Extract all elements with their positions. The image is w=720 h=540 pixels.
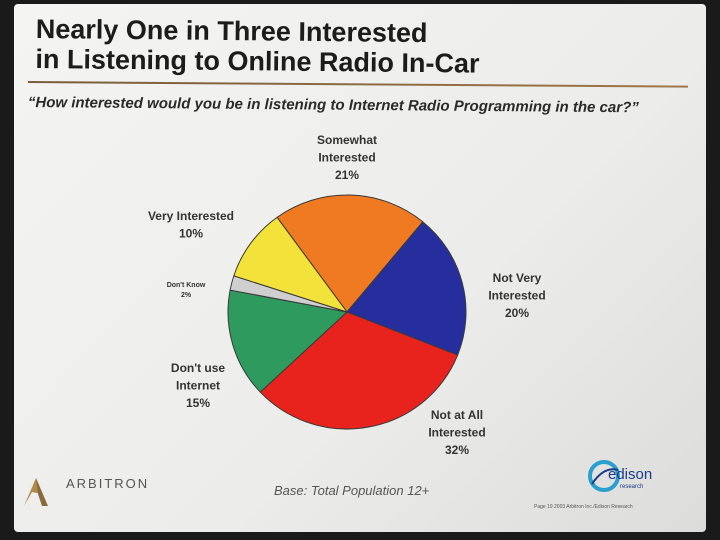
pie-slice-don-t-use-internet xyxy=(227,289,349,393)
pie-slice-very-interested xyxy=(233,216,349,313)
slice-label-don-t-use-internet: Don't use Internet 15% xyxy=(171,361,226,410)
pie-slice-somewhat-interested xyxy=(276,194,424,313)
pie-slice-not-very-interested xyxy=(346,221,467,356)
slice-label-very-interested: Very Interested 10% xyxy=(148,209,234,240)
slice-label-don-t-know: Don't Know 2% xyxy=(167,282,206,299)
slice-label-not-at-all-interested: Not at All Interested 32% xyxy=(428,408,485,457)
pie-chart: Somewhat Interested 21% Not Very Interested 2… xyxy=(148,133,546,457)
base-note: Base: Total Population 12+ xyxy=(274,483,430,498)
slice-label-not-very-interested: Not Very Interested 20% xyxy=(488,271,545,320)
slice-label-somewhat-interested: Somewhat Interested 21% xyxy=(317,133,377,182)
edison-subtitle: research xyxy=(620,484,644,490)
page-footer-note: Page 19 2003 Arbitron Inc./Edison Resear… xyxy=(534,504,633,510)
arbitron-wordmark: ARBITRON xyxy=(66,476,150,491)
pie-slice-not-at-all-interested xyxy=(259,311,459,430)
slide: Nearly One in Three Interested in Listen… xyxy=(14,4,706,532)
arbitron-logo-icon xyxy=(24,478,48,506)
edison-logo-icon xyxy=(588,460,620,492)
edison-wordmark: edison xyxy=(608,466,653,483)
